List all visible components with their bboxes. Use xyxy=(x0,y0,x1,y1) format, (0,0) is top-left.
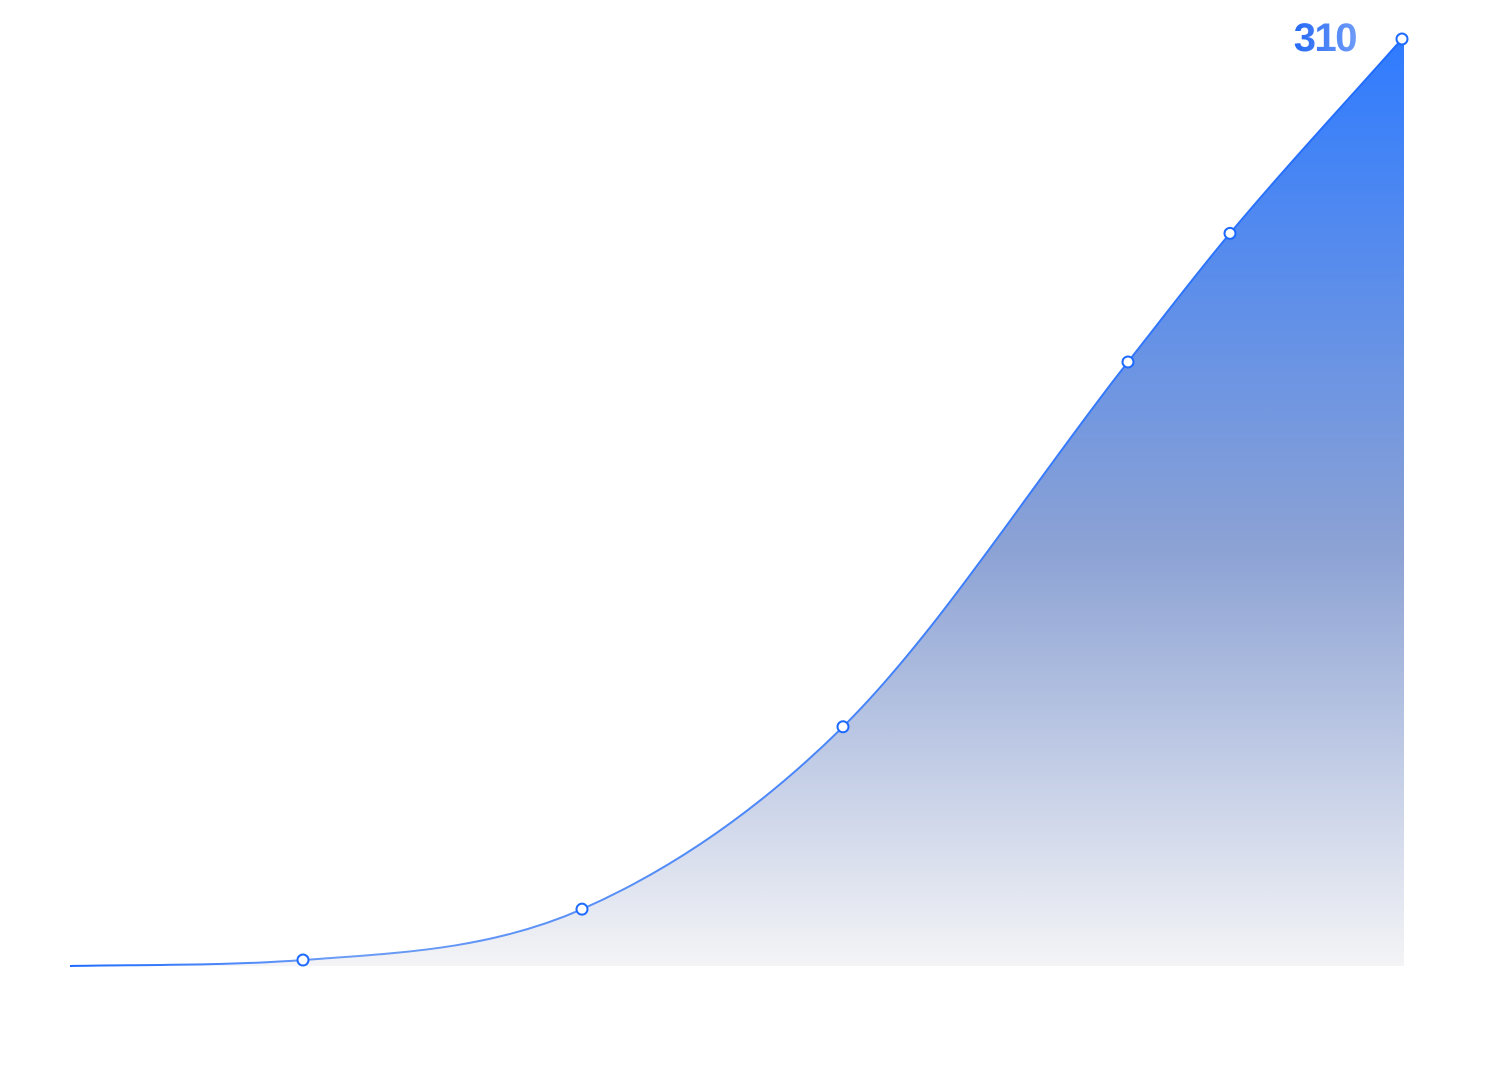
data-point-3 xyxy=(836,720,850,734)
data-point-4 xyxy=(1121,355,1135,369)
peak-value-label: 310 xyxy=(1294,16,1356,60)
data-point-1 xyxy=(296,953,310,967)
data-point-5 xyxy=(1223,226,1237,240)
data-point-2 xyxy=(575,902,589,916)
data-point-6 xyxy=(1395,32,1409,46)
data-points xyxy=(296,32,1409,967)
area-fill xyxy=(70,39,1404,966)
